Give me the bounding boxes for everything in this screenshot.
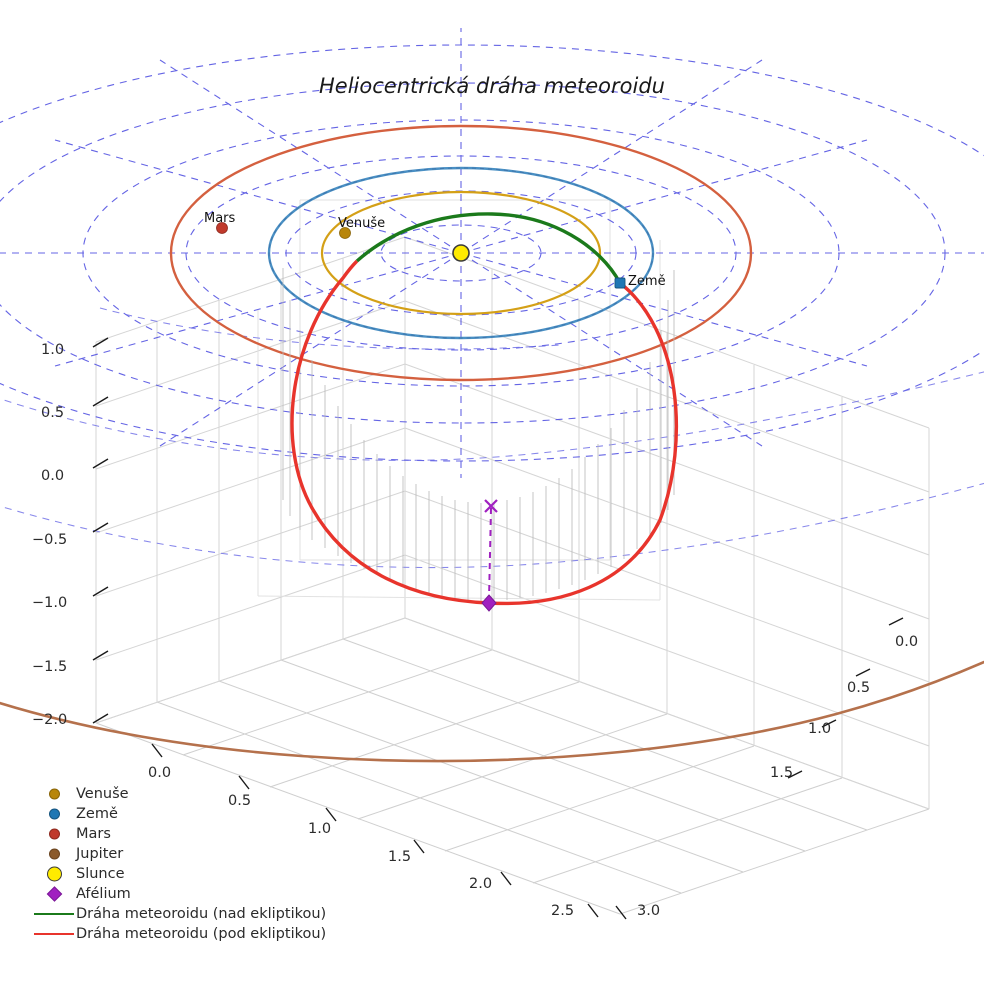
aphelion-drop-line [488, 507, 492, 601]
planet-orbits [0, 124, 984, 763]
mars-marker [216, 222, 228, 234]
aphelion-diamond-icon [30, 884, 76, 904]
legend-item-sun: Slunce [30, 864, 125, 884]
z-tick-label: 0.5 [41, 405, 65, 421]
x-tick-label: 0.0 [148, 765, 172, 781]
legend-item-venus: Venuše [30, 784, 129, 804]
polar-grid [0, 28, 984, 478]
legend-label: Mars [76, 826, 111, 842]
page-title: Heliocentrická dráha meteoroidu [319, 74, 665, 98]
x-tick-label: 2.5 [551, 903, 575, 919]
aphelion-projection-x [484, 499, 498, 513]
earth-label: Země [628, 274, 666, 289]
legend-item-orbit-above: Dráha meteoroidu (nad ekliptikou) [30, 904, 326, 924]
legend-item-orbit-below: Dráha meteoroidu (pod ekliptikou) [30, 924, 326, 944]
sun-dot-icon [30, 864, 76, 884]
mars-label: Mars [204, 211, 236, 226]
left-wall-grid [95, 236, 406, 724]
y-tick-label: 1.0 [808, 721, 832, 737]
legend-item-jupiter: Jupiter [30, 844, 123, 864]
x-tick-label: 3.0 [637, 903, 661, 919]
legend-label: Afélium [76, 886, 131, 902]
earth-dot-icon [30, 804, 76, 824]
y-tick-label: 0.5 [847, 680, 871, 696]
earth-marker [614, 277, 626, 289]
z-tick-label: −0.5 [32, 532, 68, 548]
venus-orbit [320, 190, 602, 316]
axes-3d-grid [95, 199, 930, 915]
jupiter-orbit [0, 660, 984, 763]
x-tick-label: 1.5 [388, 849, 412, 865]
x-tick-label: 0.5 [228, 793, 252, 809]
green-line-icon [30, 904, 76, 924]
polar-grid-lower [0, 307, 984, 569]
z-tick-label: 0.0 [41, 468, 65, 484]
y-tick-label: 0.0 [895, 634, 919, 650]
y-tick-label: 1.5 [770, 765, 794, 781]
legend-label: Jupiter [76, 846, 124, 862]
axis-ticks [92, 337, 904, 920]
x-tick-label: 2.0 [469, 876, 493, 892]
right-wall-grid [404, 236, 930, 810]
legend-label: Slunce [76, 866, 125, 882]
orbit-stem-lines [282, 268, 675, 601]
sun-marker [452, 244, 470, 262]
z-tick-label: −2.0 [32, 712, 68, 728]
venus-marker [339, 227, 351, 239]
x-tick-label: 1.0 [308, 821, 332, 837]
z-tick-label: 1.0 [41, 342, 65, 358]
celestial-markers [216, 222, 626, 289]
legend-item-aphelion: Afélium [30, 884, 131, 904]
venus-dot-icon [30, 784, 76, 804]
z-tick-label: −1.0 [32, 595, 68, 611]
jupiter-dot-icon [30, 844, 76, 864]
meteoroid-orbit-below-ecliptic [290, 259, 679, 606]
red-line-icon [30, 924, 76, 944]
aphelion-group [481, 499, 498, 612]
legend: Venuše Země Mars Jupiter Slunce [30, 784, 326, 946]
mars-orbit [169, 124, 753, 382]
earth-orbit-dash [268, 167, 654, 339]
z-tick-label: −1.5 [32, 659, 68, 675]
legend-item-mars: Mars [30, 824, 111, 844]
legend-item-earth: Země [30, 804, 118, 824]
mars-dot-icon [30, 824, 76, 844]
legend-label: Dráha meteoroidu (pod ekliptikou) [76, 926, 327, 942]
legend-label: Dráha meteoroidu (nad ekliptikou) [76, 906, 327, 922]
meteoroid-orbit-above-ecliptic [355, 212, 622, 284]
venus-label: Venuše [338, 216, 386, 231]
aphelion-marker [481, 594, 497, 612]
legend-label: Země [76, 806, 118, 822]
legend-label: Venuše [76, 786, 129, 802]
